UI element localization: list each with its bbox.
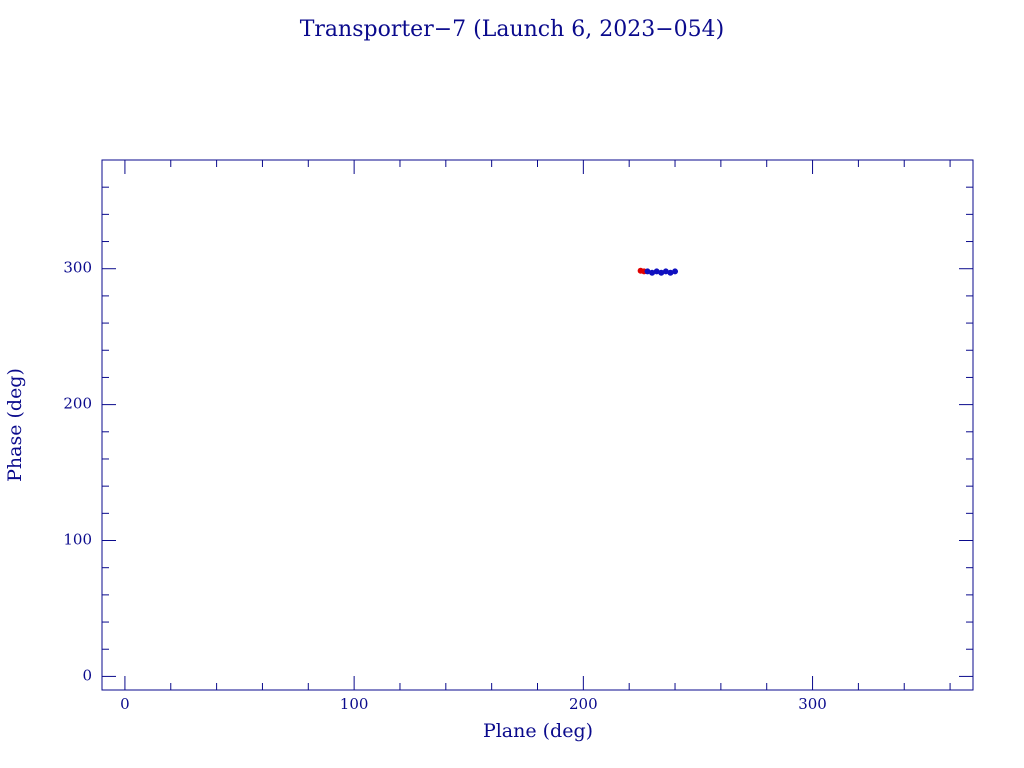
point xyxy=(649,269,656,276)
x-tick-label: 200 xyxy=(569,695,598,713)
chart-title: Transporter−7 (Launch 6, 2023−054) xyxy=(300,17,725,42)
y-tick-label: 200 xyxy=(63,395,92,413)
point xyxy=(644,268,651,275)
y-axis-label: Phase (deg) xyxy=(4,368,26,482)
point xyxy=(672,268,679,275)
x-tick-label: 0 xyxy=(120,695,130,713)
point xyxy=(662,268,669,275)
plot-frame xyxy=(101,159,974,691)
x-axis-label: Plane (deg) xyxy=(483,720,593,742)
y-tick-label: 0 xyxy=(82,666,92,684)
x-tick-label: 300 xyxy=(798,695,827,713)
point xyxy=(667,269,674,276)
y-tick-label: 300 xyxy=(63,259,92,277)
y-tick-label: 100 xyxy=(63,531,92,549)
point xyxy=(658,269,665,276)
point xyxy=(653,268,660,275)
x-tick-label: 100 xyxy=(340,695,369,713)
